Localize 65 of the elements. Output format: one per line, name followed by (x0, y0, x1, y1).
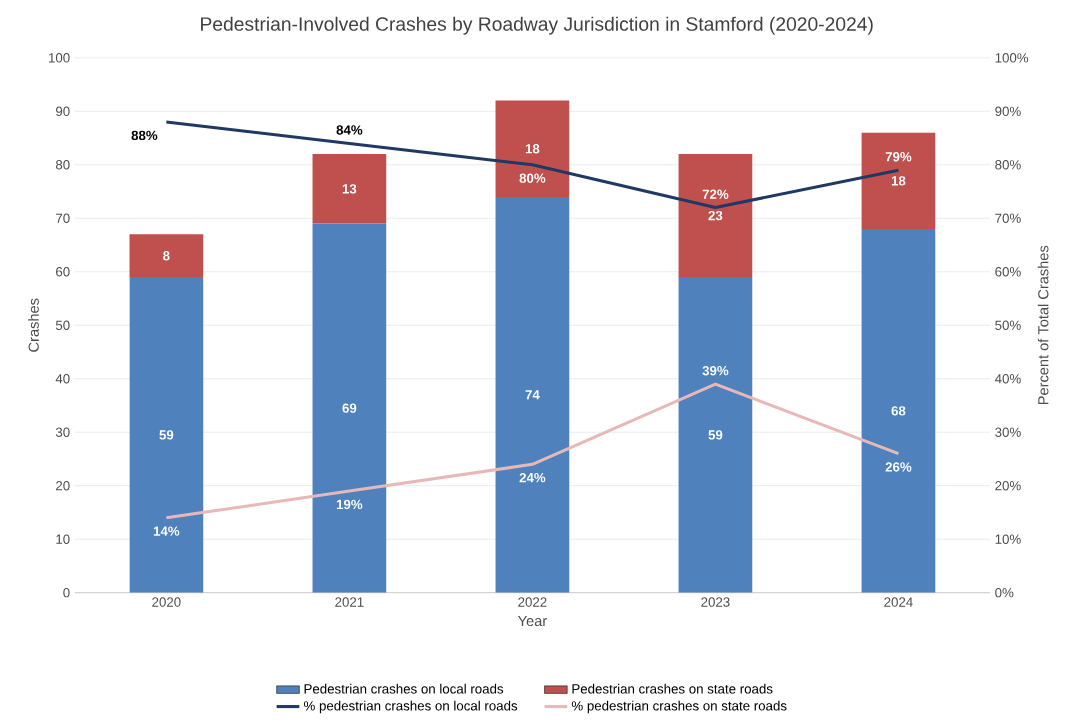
y-tick-label: 60 (56, 267, 70, 277)
legend-label: Pedestrian crashes on local roads (304, 683, 504, 694)
bar (129, 234, 204, 278)
y-tick-label: 90 (56, 106, 70, 117)
x-tick-label: 2022 (518, 597, 547, 607)
legend-label: % pedestrian crashes on local roads (303, 700, 518, 714)
y-tick-label: 100 (49, 53, 70, 63)
y2-tick-label: 0% (995, 588, 1014, 598)
bar (495, 196, 570, 593)
data-label: 24% (519, 473, 546, 483)
data-label: 26% (885, 462, 912, 472)
x-tick-label: 2021 (335, 597, 364, 607)
y-tick-label: 50 (55, 320, 70, 331)
y2-tick-label: 50% (995, 320, 1021, 331)
y-tick-label: 10 (56, 534, 70, 544)
data-label: 80% (519, 173, 546, 183)
data-label: 69 (342, 403, 357, 413)
data-label: 14% (153, 526, 180, 536)
y2-tick-label: 10% (995, 534, 1021, 544)
chart-title: Pedestrian-Involved Crashes by Roadway Jurisdiction in Stamford (2020-2024) (201, 16, 873, 35)
x-tick-label: 2023 (701, 597, 730, 607)
data-label: 8 (163, 251, 170, 261)
bar (861, 229, 936, 593)
y-tick-label: 70 (56, 213, 70, 224)
bar (678, 154, 753, 278)
bar (312, 223, 387, 593)
legend-label: % pedestrian crashes on state roads (571, 700, 787, 714)
data-label: 79% (885, 152, 912, 162)
y2-tick-label: 90% (995, 106, 1021, 117)
x-tick-label: 2024 (884, 597, 913, 607)
y2-tick-label: 70% (995, 213, 1021, 224)
data-label: 18 (891, 176, 906, 186)
data-label: 74 (525, 390, 540, 400)
bar (495, 100, 570, 197)
y-axis-title: Crashes (28, 298, 39, 352)
data-label: 88% (131, 130, 158, 141)
y2-axis-title: Percent of Total Crashes (1037, 245, 1049, 405)
data-label: 68 (891, 406, 906, 416)
data-label: 39% (702, 366, 729, 376)
y2-tick-label: 60% (995, 267, 1021, 277)
data-label: 19% (336, 499, 363, 510)
data-label: 18 (525, 144, 540, 154)
y-tick-label: 40 (55, 374, 70, 384)
bar (312, 154, 387, 224)
data-label: 72% (702, 189, 729, 199)
y-tick-label: 80 (55, 160, 70, 170)
y2-tick-label: 30% (995, 427, 1021, 437)
y-tick-label: 20 (56, 481, 70, 491)
data-label: 13 (342, 184, 357, 194)
data-label: 59 (708, 430, 723, 440)
y2-tick-label: 100% (995, 53, 1029, 63)
data-label: 23 (708, 210, 723, 221)
legend-label: Pedestrian crashes on state roads (572, 683, 773, 694)
data-label: 84% (336, 125, 363, 135)
y2-tick-label: 80% (995, 160, 1021, 170)
x-axis-title: Year (517, 615, 547, 627)
y-tick-label: 0 (63, 588, 70, 598)
bar (861, 132, 936, 230)
bar (129, 277, 204, 593)
x-tick-label: 2020 (152, 597, 181, 607)
data-label: 59 (159, 430, 174, 440)
y-tick-label: 30 (55, 427, 70, 437)
bar (678, 277, 753, 593)
y2-tick-label: 40% (994, 374, 1021, 384)
y2-tick-label: 20% (995, 481, 1021, 491)
